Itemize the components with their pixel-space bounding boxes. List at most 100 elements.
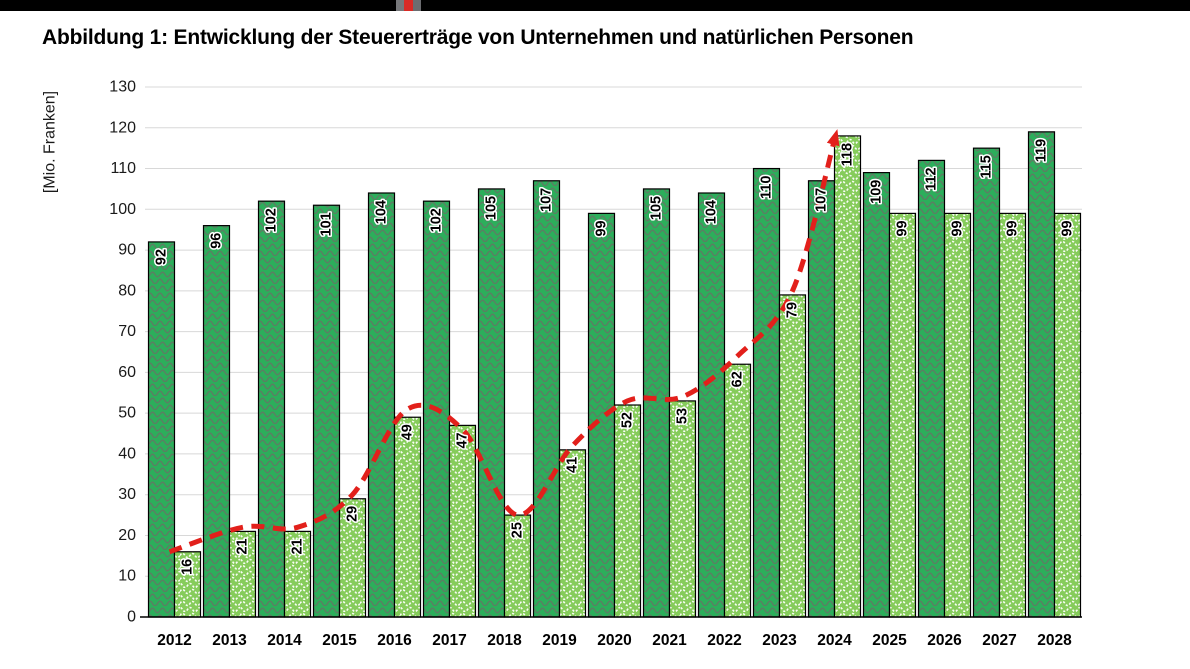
bar-dark	[587, 212, 616, 618]
bar-dark	[917, 159, 946, 618]
bar-value-label: 119	[1034, 139, 1050, 162]
bar-light	[778, 294, 807, 618]
bar-dark	[257, 200, 286, 618]
y-tick-label: 50	[118, 405, 136, 422]
bar-light	[943, 212, 972, 618]
bar-value-label: 49	[400, 424, 416, 440]
bar-value-label: 79	[785, 302, 801, 318]
bar-light	[998, 212, 1027, 618]
figure-title: Abbildung 1: Entwicklung der Steuererträ…	[42, 26, 914, 49]
bar-value-label: 112	[924, 167, 940, 190]
bar-dark	[752, 167, 781, 618]
bar-value-label: 101	[319, 212, 335, 236]
bar-light	[448, 424, 477, 618]
x-tick-label: 2015	[322, 632, 357, 649]
bar-value-label: 102	[429, 208, 445, 232]
bar-value-label: 21	[290, 538, 306, 554]
bar-value-label: 99	[1060, 220, 1076, 236]
y-tick-label: 10	[118, 568, 136, 585]
bar-value-label: 96	[209, 233, 225, 249]
bar-dark	[1027, 131, 1056, 618]
x-tick-label: 2028	[1037, 632, 1072, 649]
y-axis-title: [Mio. Franken]	[42, 91, 59, 193]
bar-value-label: 99	[950, 220, 966, 236]
bar-light	[833, 135, 862, 618]
bar-value-label: 110	[759, 176, 775, 199]
y-tick-label: 100	[109, 201, 136, 218]
bar-value-label: 107	[814, 188, 830, 212]
bar-value-label: 102	[264, 208, 280, 232]
x-tick-label: 2019	[542, 632, 577, 649]
bar-light	[613, 404, 642, 618]
bar-value-label: 62	[730, 371, 746, 387]
bar-light	[888, 212, 917, 618]
y-tick-label: 20	[118, 527, 136, 544]
bar-light	[723, 363, 752, 618]
bar-value-label: 47	[455, 432, 471, 448]
y-tick-label: 110	[110, 160, 136, 177]
bar-value-label: 115	[979, 155, 995, 178]
bar-light	[393, 416, 422, 618]
x-tick-label: 2022	[707, 632, 741, 649]
x-tick-label: 2025	[872, 632, 907, 649]
page-header-strip	[0, 0, 1190, 11]
bar-dark	[972, 147, 1001, 618]
bar-dark	[697, 192, 726, 618]
y-tick-label: 80	[118, 282, 136, 299]
bar-value-label: 109	[869, 180, 885, 204]
bar-value-label: 105	[484, 196, 500, 220]
y-tick-label: 0	[127, 609, 136, 626]
bar-light	[558, 449, 587, 618]
bar-dark	[312, 204, 341, 618]
bar-value-label: 105	[649, 196, 665, 220]
bar-value-label: 99	[1005, 220, 1021, 236]
bar-light	[283, 530, 312, 618]
bar-value-label: 107	[539, 188, 555, 212]
logo-fragment-right	[413, 0, 421, 11]
x-tick-label: 2020	[597, 632, 631, 649]
bar-dark	[807, 180, 836, 618]
bar-chart: 0 10 20 30 40 50 60 70 80 90 100 110 120 130 2012 2013 2…	[42, 79, 1082, 650]
x-tick-label: 2024	[817, 632, 852, 649]
bar-value-label: 16	[180, 559, 196, 575]
x-tick-label: 2026	[927, 632, 962, 649]
bar-dark	[477, 188, 506, 618]
x-tick-label: 2023	[762, 632, 797, 649]
bar-value-label: 29	[345, 506, 361, 522]
y-tick-label: 90	[118, 242, 136, 259]
x-tick-label: 2016	[377, 632, 412, 649]
x-tick-label: 2013	[212, 632, 247, 649]
bar-groups	[147, 131, 1082, 618]
x-tick-label: 2012	[157, 632, 191, 649]
bar-light	[173, 551, 202, 618]
y-tick-label: 120	[109, 119, 136, 136]
bar-value-label: 25	[510, 522, 526, 538]
bar-light	[1053, 212, 1082, 618]
bar-dark	[862, 172, 891, 618]
bar-value-label: 104	[704, 200, 720, 224]
bar-dark	[422, 200, 451, 618]
bar-value-label: 99	[895, 220, 911, 236]
bar-dark	[147, 241, 176, 618]
x-tick-label: 2027	[982, 632, 1016, 649]
x-tick-label: 2014	[267, 632, 302, 649]
bar-dark	[202, 225, 231, 618]
tick-labels: 0 10 20 30 40 50 60 70 80 90 100 110 120 130 2012 2013 2…	[109, 79, 1072, 650]
y-tick-label: 70	[118, 323, 136, 340]
logo-fragment-red	[404, 0, 413, 11]
bar-dark	[642, 188, 671, 618]
x-tick-label: 2017	[432, 632, 466, 649]
bar-value-labels: 92 16 96 21 102 21 101 29 104 49 102 47 105 25 107 41 99…	[152, 137, 1077, 576]
bar-value-label: 52	[620, 412, 636, 428]
bar-value-label: 99	[594, 220, 610, 236]
bar-value-label: 92	[154, 249, 170, 265]
x-tick-label: 2021	[652, 632, 687, 649]
bar-value-label: 53	[675, 408, 691, 424]
bar-dark	[367, 192, 396, 618]
y-tick-label: 30	[118, 486, 136, 503]
bar-value-label: 104	[374, 200, 390, 224]
bar-light	[668, 400, 697, 618]
y-tick-label: 40	[118, 445, 136, 462]
bar-value-label: 21	[235, 538, 251, 554]
